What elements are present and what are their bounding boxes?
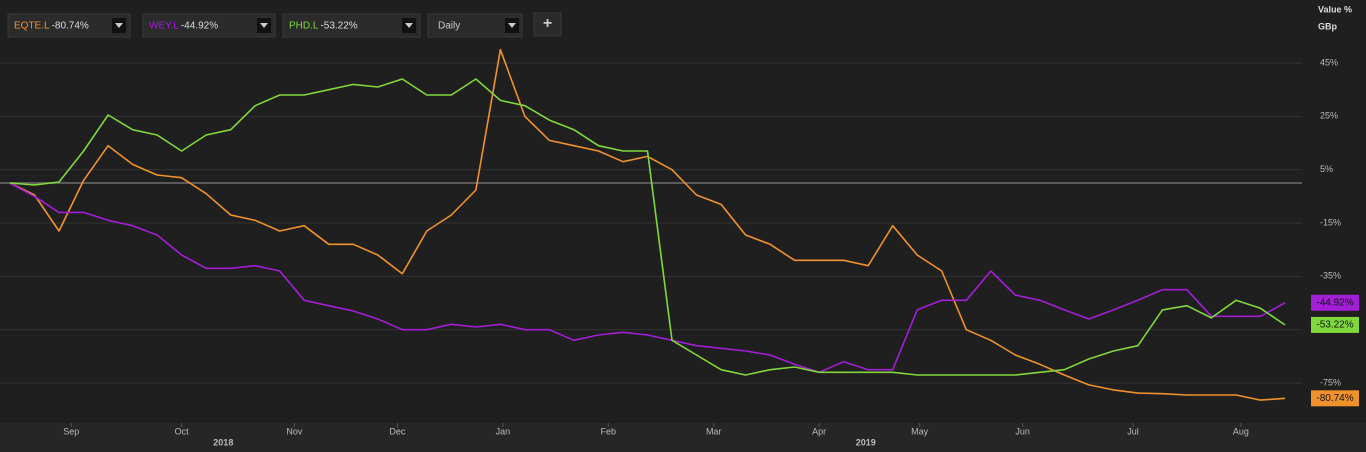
- y-tick-label: -75%: [1320, 377, 1341, 387]
- value-tag-text: -80.74%: [1316, 393, 1353, 404]
- value-tag-text: -53.22%: [1316, 320, 1353, 331]
- x-tick-label: May: [911, 426, 929, 436]
- series-line: [9, 78, 1286, 376]
- value-tag: [1311, 390, 1359, 407]
- legend-change: -44.92%: [181, 21, 218, 32]
- interval-text: Daily: [438, 21, 460, 32]
- arrow-icon: [405, 23, 413, 28]
- x-tick-label: Apr: [812, 426, 826, 436]
- x-tick-label: Sep: [63, 426, 79, 436]
- value-tag: [1311, 316, 1359, 333]
- y-tick-label: 5%: [1320, 164, 1333, 174]
- legend-button[interactable]: [7, 13, 131, 38]
- value-tag-text: -44.92%: [1316, 297, 1353, 308]
- y-tick-label: -35%: [1320, 271, 1341, 281]
- add-text: +: [543, 15, 552, 32]
- x-tick-label: Feb: [601, 426, 617, 436]
- legend-name: PHD.L: [289, 21, 319, 32]
- x-tick-label: Nov: [286, 426, 303, 436]
- legend-name: WEY.L: [149, 21, 179, 32]
- year-label: 2019: [856, 437, 876, 447]
- x-tick-label: Dec: [389, 426, 406, 436]
- y-tick-label: 25%: [1320, 111, 1338, 121]
- y-tick-label: -15%: [1320, 217, 1341, 227]
- x-tick-label: Mar: [706, 426, 722, 436]
- x-tick-label: Jun: [1015, 426, 1030, 436]
- x-tick-label: Jul: [1127, 426, 1139, 436]
- x-tick-label: Jan: [496, 426, 511, 436]
- x-tick-label: Oct: [175, 426, 190, 436]
- legend-name: EQTE.L: [14, 21, 50, 32]
- x-tick-label: Aug: [1233, 426, 1249, 436]
- legend-change: -80.74%: [52, 21, 89, 32]
- add-button[interactable]: [533, 12, 562, 37]
- axis-title: Value %: [1318, 4, 1352, 14]
- unit-label: GBp: [1318, 21, 1338, 31]
- legend-button[interactable]: [282, 13, 421, 38]
- interval-select[interactable]: [427, 13, 523, 38]
- y-tick-label: 45%: [1320, 57, 1338, 67]
- x-axis-band: [0, 423, 1366, 452]
- legend-change: -53.22%: [320, 21, 357, 32]
- value-tag: [1311, 294, 1359, 311]
- arrow-icon: [115, 23, 123, 28]
- arrow-icon: [508, 23, 516, 28]
- legend-button[interactable]: [142, 13, 276, 38]
- series-line: [9, 182, 1286, 374]
- arrow-icon: [260, 23, 268, 28]
- year-label: 2018: [213, 437, 233, 447]
- toolbar: Daily + EQTE.L -80.74% WEY.L -44.92% PHD.L -5…: [7, 12, 562, 38]
